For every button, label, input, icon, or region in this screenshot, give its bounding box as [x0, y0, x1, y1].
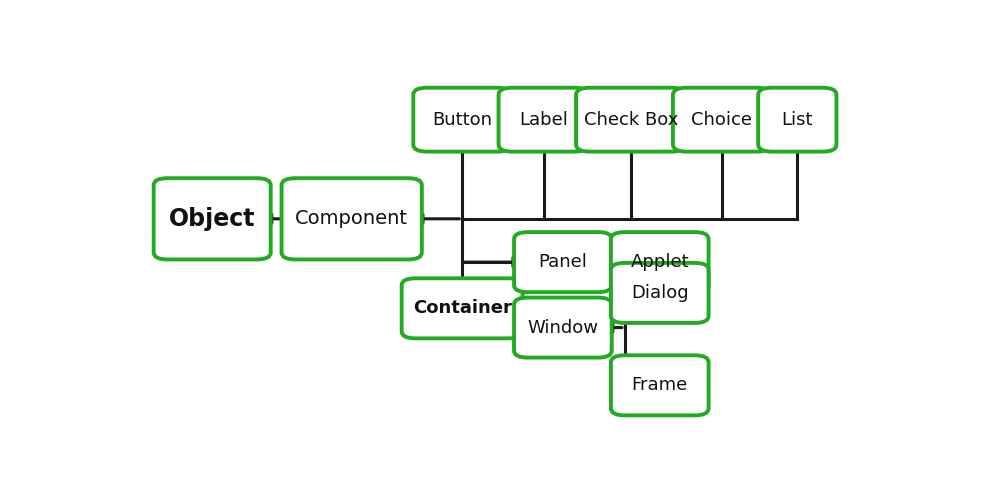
- FancyBboxPatch shape: [673, 88, 771, 152]
- FancyBboxPatch shape: [413, 88, 511, 152]
- Text: Window: Window: [527, 318, 598, 336]
- FancyBboxPatch shape: [576, 88, 685, 152]
- FancyBboxPatch shape: [758, 88, 836, 152]
- Text: Label: Label: [519, 110, 568, 128]
- FancyBboxPatch shape: [514, 298, 612, 358]
- FancyBboxPatch shape: [402, 278, 523, 338]
- Text: Applet: Applet: [630, 253, 689, 271]
- Text: Frame: Frame: [632, 376, 688, 394]
- Text: Choice: Choice: [691, 110, 752, 128]
- Text: Component: Component: [295, 210, 408, 229]
- FancyBboxPatch shape: [611, 263, 709, 323]
- FancyBboxPatch shape: [499, 88, 588, 152]
- Text: Container: Container: [413, 300, 512, 318]
- Text: Button: Button: [432, 110, 492, 128]
- Text: Object: Object: [169, 207, 255, 231]
- Text: Dialog: Dialog: [631, 284, 689, 302]
- FancyBboxPatch shape: [154, 178, 271, 260]
- Text: Check Box: Check Box: [584, 110, 678, 128]
- FancyBboxPatch shape: [611, 232, 709, 292]
- FancyBboxPatch shape: [514, 232, 612, 292]
- FancyBboxPatch shape: [282, 178, 422, 260]
- Text: Panel: Panel: [538, 253, 587, 271]
- Text: List: List: [782, 110, 813, 128]
- FancyBboxPatch shape: [611, 356, 709, 416]
